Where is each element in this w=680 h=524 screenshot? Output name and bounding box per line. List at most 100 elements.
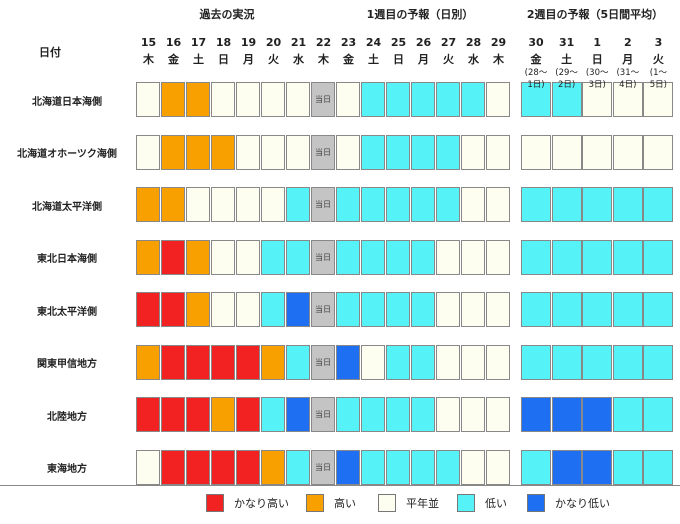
forecast-cell bbox=[211, 292, 235, 327]
forecast-cell bbox=[236, 82, 260, 117]
forecast-cell bbox=[436, 397, 460, 432]
today-label: 当日 bbox=[315, 147, 331, 157]
legend-label: 高い bbox=[334, 497, 356, 510]
forecast-cell bbox=[461, 449, 485, 485]
column-day-number: 2 bbox=[623, 36, 632, 49]
forecast-cell-week2 bbox=[521, 82, 551, 117]
forecast-cell bbox=[461, 187, 485, 222]
column-day-number: 15 bbox=[140, 36, 157, 49]
forecast-cell-week2 bbox=[582, 187, 613, 222]
forecast-cell bbox=[361, 239, 385, 275]
forecast-cell bbox=[386, 239, 410, 275]
forecast-cell-week2 bbox=[551, 292, 582, 327]
forecast-cell-week2 bbox=[521, 449, 551, 485]
forecast-cell bbox=[211, 449, 235, 485]
forecast-cell bbox=[436, 134, 460, 170]
forecast-cell bbox=[411, 292, 435, 327]
column-weekday: 月 bbox=[243, 53, 254, 66]
forecast-cell-week2 bbox=[643, 292, 674, 327]
column-date-range: (30～ 3日) bbox=[585, 68, 609, 90]
forecast-cell-week2 bbox=[551, 397, 582, 432]
legend-swatch bbox=[306, 494, 324, 512]
column-weekday: 土 bbox=[561, 53, 573, 66]
forecast-cell bbox=[161, 397, 185, 432]
forecast-cell bbox=[136, 344, 160, 380]
forecast-cell bbox=[361, 449, 385, 485]
forecast-cell bbox=[136, 134, 160, 170]
forecast-cell-week2 bbox=[643, 397, 674, 432]
forecast-cell-week2 bbox=[551, 82, 582, 117]
forecast-cell bbox=[361, 344, 385, 380]
column-weekday: 火 bbox=[268, 53, 279, 66]
forecast-cell bbox=[336, 344, 360, 380]
legend-swatch bbox=[527, 494, 545, 512]
forecast-cell bbox=[261, 187, 285, 222]
section-title-week1: 1週目の予報（日別） bbox=[366, 8, 474, 21]
forecast-cell bbox=[486, 239, 510, 275]
forecast-cell-week2 bbox=[612, 292, 643, 327]
forecast-cell: 当日 bbox=[311, 397, 335, 432]
region-label: 北陸地方 bbox=[47, 411, 87, 423]
forecast-cell-week2 bbox=[551, 187, 582, 222]
forecast-cell bbox=[486, 397, 510, 432]
forecast-cell bbox=[436, 292, 460, 327]
column-day-number: 16 bbox=[165, 36, 182, 49]
today-label: 当日 bbox=[315, 95, 331, 104]
forecast-cell bbox=[461, 134, 485, 170]
forecast-cell-week2 bbox=[521, 397, 551, 432]
forecast-cell bbox=[136, 397, 160, 432]
forecast-cell-week2 bbox=[643, 187, 674, 222]
forecast-cell-week2 bbox=[643, 344, 674, 380]
forecast-cell bbox=[211, 134, 235, 170]
forecast-cell bbox=[411, 397, 435, 432]
column-weekday: 土 bbox=[193, 53, 204, 66]
column-day-number: 23 bbox=[340, 36, 357, 49]
forecast-cell bbox=[436, 239, 460, 275]
forecast-cell bbox=[411, 449, 435, 485]
forecast-cell bbox=[286, 134, 310, 170]
forecast-cell bbox=[386, 397, 410, 432]
column-day-number: 27 bbox=[440, 36, 457, 49]
forecast-cell bbox=[261, 82, 285, 117]
column-weekday: 木 bbox=[493, 53, 504, 66]
forecast-cell bbox=[136, 239, 160, 275]
column-day-number: 19 bbox=[240, 36, 257, 49]
forecast-cell bbox=[261, 449, 285, 485]
legend-label: 平年並 bbox=[406, 497, 439, 510]
forecast-cell bbox=[236, 187, 260, 222]
forecast-cell bbox=[186, 239, 210, 275]
column-weekday: 金 bbox=[530, 53, 542, 66]
column-day-number: 28 bbox=[465, 36, 482, 49]
forecast-cell bbox=[386, 187, 410, 222]
forecast-cell bbox=[386, 134, 410, 170]
forecast-cell bbox=[161, 292, 185, 327]
forecast-cell-week2 bbox=[612, 239, 643, 275]
column-day-number: 25 bbox=[390, 36, 407, 49]
section-title-past: 過去の実況 bbox=[199, 8, 255, 21]
today-label: 当日 bbox=[315, 357, 331, 367]
column-weekday: 水 bbox=[293, 53, 304, 66]
legend-label: 低い bbox=[485, 497, 507, 510]
region-label: 関東甲信地方 bbox=[37, 359, 97, 370]
today-label: 当日 bbox=[315, 252, 331, 262]
forecast-cell-week2 bbox=[612, 187, 643, 222]
forecast-cell-week2 bbox=[551, 344, 582, 380]
forecast-cell bbox=[261, 344, 285, 380]
forecast-cell-week2 bbox=[612, 82, 643, 117]
forecast-cell-week2 bbox=[643, 239, 674, 275]
forecast-cell-week2 bbox=[521, 292, 551, 327]
forecast-cell bbox=[261, 397, 285, 432]
forecast-cell bbox=[411, 187, 435, 222]
forecast-cell bbox=[236, 449, 260, 485]
forecast-cell: 当日 bbox=[311, 292, 335, 327]
legend-item: 低い bbox=[457, 494, 507, 512]
forecast-cell bbox=[211, 344, 235, 380]
region-label: 東北太平洋側 bbox=[37, 306, 97, 318]
forecast-cell bbox=[186, 82, 210, 117]
forecast-cell bbox=[236, 292, 260, 327]
legend-label: かなり低い bbox=[555, 497, 610, 510]
column-day-number: 21 bbox=[290, 36, 307, 49]
column-day-number: 24 bbox=[365, 36, 382, 49]
forecast-cell bbox=[411, 344, 435, 380]
forecast-cell: 当日 bbox=[311, 449, 335, 485]
